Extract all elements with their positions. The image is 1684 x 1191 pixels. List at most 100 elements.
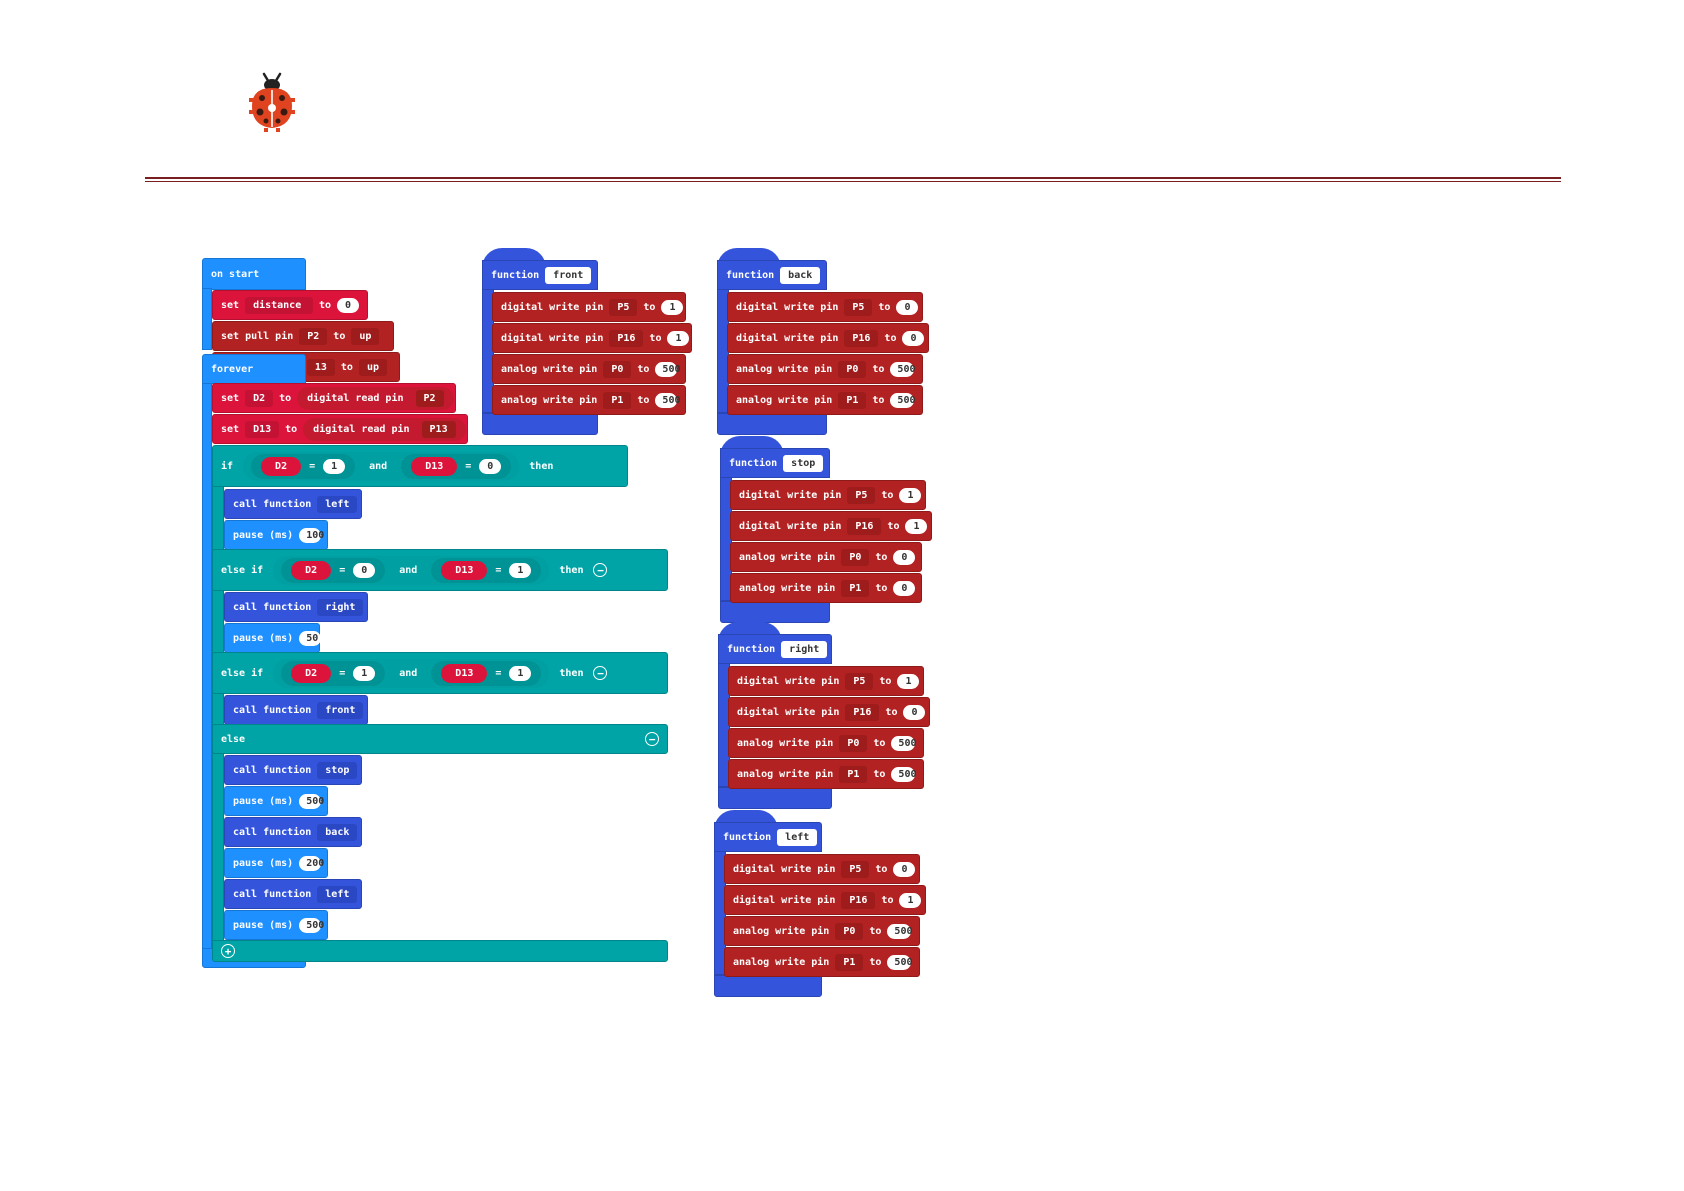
and-operator[interactable]: D2 = 1 and D13 = 1 bbox=[273, 658, 550, 688]
function-name-dropdown[interactable]: left bbox=[317, 885, 358, 903]
minus-circle-icon[interactable]: − bbox=[645, 732, 659, 746]
else-if-row-2[interactable]: else if D2 = 1 and D13 = 1 then − bbox=[212, 652, 668, 694]
analog-write-pin-block[interactable]: analog write pin P0 to 500 bbox=[492, 354, 686, 384]
if-condition-row[interactable]: if D2 = 1 and D13 = 0 then bbox=[212, 445, 628, 487]
call-function-left[interactable]: call function left bbox=[224, 489, 362, 519]
digital-read-reporter[interactable]: digital read pin P2 bbox=[297, 386, 454, 410]
pause-block[interactable]: pause (ms) 500 bbox=[224, 910, 328, 940]
compare-value[interactable]: 1 bbox=[509, 665, 532, 681]
pin-dropdown[interactable]: P0 bbox=[841, 548, 870, 566]
pin-dropdown[interactable]: P5 bbox=[847, 486, 876, 504]
pin-dropdown[interactable]: P16 bbox=[844, 329, 879, 347]
d2-variable[interactable]: D2 bbox=[291, 663, 332, 683]
call-function-right[interactable]: call function right bbox=[224, 592, 368, 622]
pin-dropdown[interactable]: P0 bbox=[838, 360, 867, 378]
variable-dropdown[interactable]: distance bbox=[245, 296, 313, 314]
pause-value-input[interactable]: 500 bbox=[299, 917, 324, 933]
d2-variable[interactable]: D2 bbox=[291, 560, 332, 580]
function-name-dropdown[interactable]: left bbox=[317, 495, 358, 513]
function-name-input[interactable]: back bbox=[780, 266, 821, 284]
pin-dropdown[interactable]: P1 bbox=[603, 391, 632, 409]
compare-b[interactable]: D13 = 1 bbox=[431, 557, 542, 583]
pin-dropdown[interactable]: P0 bbox=[839, 734, 868, 752]
pause-block[interactable]: pause (ms) 200 bbox=[224, 848, 328, 878]
function-stop-header[interactable]: function stop bbox=[720, 448, 830, 478]
if-footer[interactable]: + bbox=[212, 940, 668, 962]
value-input[interactable]: 0 bbox=[903, 704, 926, 720]
compare-a[interactable]: D2 = 1 bbox=[251, 453, 356, 479]
pin-dropdown[interactable]: P2 bbox=[299, 327, 328, 345]
pause-block[interactable]: pause (ms) 100 bbox=[224, 520, 328, 550]
pause-value-input[interactable]: 50 bbox=[299, 630, 322, 646]
analog-write-pin-block[interactable]: analog write pin P0 to 500 bbox=[728, 728, 924, 758]
on-start-hat[interactable]: on start bbox=[202, 258, 306, 290]
plus-circle-icon[interactable]: + bbox=[221, 944, 235, 958]
minus-circle-icon[interactable]: − bbox=[593, 563, 608, 577]
digital-write-pin-block[interactable]: digital write pin P16 to 1 bbox=[492, 323, 692, 353]
analog-write-pin-block[interactable]: analog write pin P1 to 500 bbox=[727, 385, 923, 415]
analog-write-pin-block[interactable]: analog write pin P1 to 500 bbox=[724, 947, 920, 977]
function-name-dropdown[interactable]: stop bbox=[317, 761, 358, 779]
and-keyword[interactable]: and bbox=[369, 460, 388, 472]
function-name-input[interactable]: right bbox=[781, 640, 828, 658]
value-input[interactable]: 0 bbox=[893, 580, 916, 596]
pause-value-input[interactable]: 100 bbox=[299, 527, 324, 543]
value-input[interactable]: 500 bbox=[887, 954, 912, 970]
d13-variable[interactable]: D13 bbox=[411, 456, 458, 476]
pin-dropdown[interactable]: P16 bbox=[609, 329, 644, 347]
value-input[interactable]: 0 bbox=[902, 330, 925, 346]
pull-mode-dropdown[interactable]: up bbox=[358, 358, 387, 376]
digital-write-pin-block[interactable]: digital write pin P5 to 0 bbox=[727, 292, 923, 322]
d13-variable[interactable]: D13 bbox=[441, 663, 488, 683]
call-function-back[interactable]: call function back bbox=[224, 817, 362, 847]
pin-dropdown[interactable]: P5 bbox=[609, 298, 638, 316]
analog-write-pin-block[interactable]: analog write pin P0 to 500 bbox=[727, 354, 923, 384]
compare-a[interactable]: D2 = 0 bbox=[281, 557, 386, 583]
digital-write-pin-block[interactable]: digital write pin P16 to 1 bbox=[724, 885, 926, 915]
function-right-header[interactable]: function right bbox=[718, 634, 832, 664]
digital-read-reporter[interactable]: digital read pin P13 bbox=[303, 417, 466, 441]
compare-value[interactable]: 0 bbox=[353, 562, 376, 578]
forever-hat[interactable]: forever bbox=[202, 354, 306, 384]
value-input[interactable]: 0 bbox=[337, 297, 359, 313]
compare-value[interactable]: 1 bbox=[323, 458, 346, 474]
value-input[interactable]: 1 bbox=[897, 673, 920, 689]
value-input[interactable]: 1 bbox=[905, 518, 928, 534]
function-name-input[interactable]: left bbox=[777, 828, 818, 846]
and-operator[interactable]: D2 = 1 and D13 = 0 bbox=[243, 451, 520, 481]
pin-dropdown[interactable]: P2 bbox=[415, 389, 444, 407]
d13-variable[interactable]: D13 bbox=[441, 560, 488, 580]
analog-write-pin-block[interactable]: analog write pin P1 to 0 bbox=[730, 573, 922, 603]
compare-a[interactable]: D2 = 1 bbox=[281, 660, 386, 686]
pin-dropdown[interactable]: P1 bbox=[835, 953, 864, 971]
call-function-left-2[interactable]: call function left bbox=[224, 879, 362, 909]
function-name-input[interactable]: front bbox=[545, 266, 592, 284]
equals-op[interactable]: = bbox=[339, 564, 346, 576]
value-input[interactable]: 500 bbox=[887, 923, 912, 939]
variable-dropdown[interactable]: D13 bbox=[245, 420, 280, 438]
variable-dropdown[interactable]: D2 bbox=[245, 389, 274, 407]
digital-write-pin-block[interactable]: digital write pin P5 to 1 bbox=[730, 480, 926, 510]
compare-value[interactable]: 0 bbox=[479, 458, 502, 474]
function-name-dropdown[interactable]: front bbox=[317, 701, 364, 719]
minus-circle-icon[interactable]: − bbox=[593, 666, 608, 680]
set-d2-block[interactable]: set D2 to digital read pin P2 bbox=[212, 383, 456, 413]
pin-dropdown[interactable]: P1 bbox=[839, 765, 868, 783]
and-keyword[interactable]: and bbox=[399, 667, 418, 679]
d2-variable[interactable]: D2 bbox=[261, 456, 302, 476]
else-row[interactable]: else − bbox=[212, 724, 668, 754]
function-name-dropdown[interactable]: right bbox=[317, 598, 364, 616]
function-left-header[interactable]: function left bbox=[714, 822, 822, 852]
value-input[interactable]: 1 bbox=[899, 892, 922, 908]
pin-dropdown[interactable]: P0 bbox=[603, 360, 632, 378]
equals-op[interactable]: = bbox=[339, 667, 346, 679]
value-input[interactable]: 500 bbox=[891, 766, 916, 782]
digital-write-pin-block[interactable]: digital write pin P16 to 1 bbox=[730, 511, 932, 541]
analog-write-pin-block[interactable]: analog write pin P1 to 500 bbox=[728, 759, 924, 789]
equals-op[interactable]: = bbox=[495, 667, 502, 679]
compare-value[interactable]: 1 bbox=[353, 665, 376, 681]
pin-dropdown[interactable]: P5 bbox=[844, 298, 873, 316]
digital-write-pin-block[interactable]: digital write pin P5 to 1 bbox=[728, 666, 924, 696]
pause-value-input[interactable]: 500 bbox=[299, 793, 324, 809]
call-function-front[interactable]: call function front bbox=[224, 695, 368, 725]
